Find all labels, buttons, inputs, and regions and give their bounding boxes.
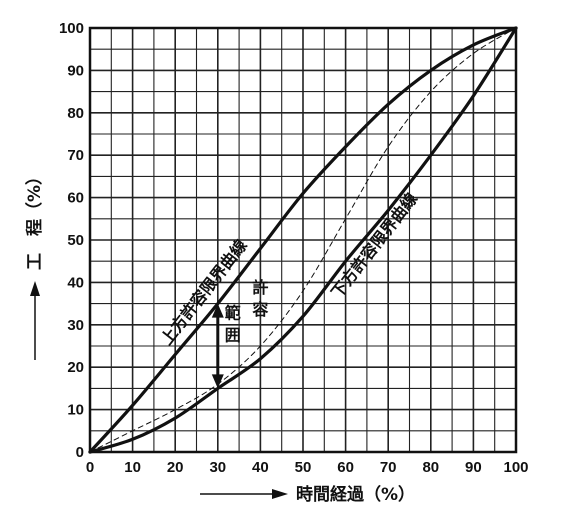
y-tick-label: 0: [76, 444, 84, 461]
y-tick-label: 50: [67, 232, 84, 249]
y-tick-label: 90: [67, 62, 84, 79]
range-label-left: 範囲: [224, 303, 241, 344]
y-axis-label-arrow-head: [30, 281, 40, 296]
x-tick-label: 80: [422, 459, 439, 476]
y-tick-label: 100: [59, 20, 84, 37]
y-axis-label: 工 程（%）: [24, 168, 45, 270]
x-tick-label: 20: [167, 459, 184, 476]
lower-curve-label: 下方許容限界曲線: [327, 189, 421, 302]
y-tick-label: 60: [67, 190, 84, 207]
x-tick-label: 100: [503, 459, 528, 476]
x-tick-label: 40: [252, 459, 269, 476]
x-tick-label: 50: [295, 459, 312, 476]
grid-lines: [90, 28, 516, 452]
x-axis-label: 時間経過（%）: [296, 484, 415, 505]
y-axis-ticks: 0 10 20 30 40 50 60 70 80 90 100: [59, 20, 84, 461]
x-tick-label: 70: [380, 459, 397, 476]
x-tick-label: 0: [86, 459, 94, 476]
x-axis-ticks: 0 10 20 30 40 50 60 70 80 90 100: [86, 459, 529, 476]
y-axis-label-group: 工 程（%）: [24, 168, 45, 360]
x-tick-label: 30: [209, 459, 226, 476]
x-axis-label-arrow-head: [272, 489, 288, 499]
y-tick-label: 70: [67, 147, 84, 164]
y-tick-label: 20: [67, 359, 84, 376]
y-tick-label: 80: [67, 105, 84, 122]
y-tick-label: 10: [67, 402, 84, 419]
x-axis-label-group: 時間経過（%）: [200, 484, 415, 505]
x-tick-label: 90: [465, 459, 482, 476]
x-tick-label: 10: [124, 459, 141, 476]
x-tick-label: 60: [337, 459, 354, 476]
y-tick-label: 40: [67, 274, 84, 291]
y-tick-label: 30: [67, 317, 84, 334]
